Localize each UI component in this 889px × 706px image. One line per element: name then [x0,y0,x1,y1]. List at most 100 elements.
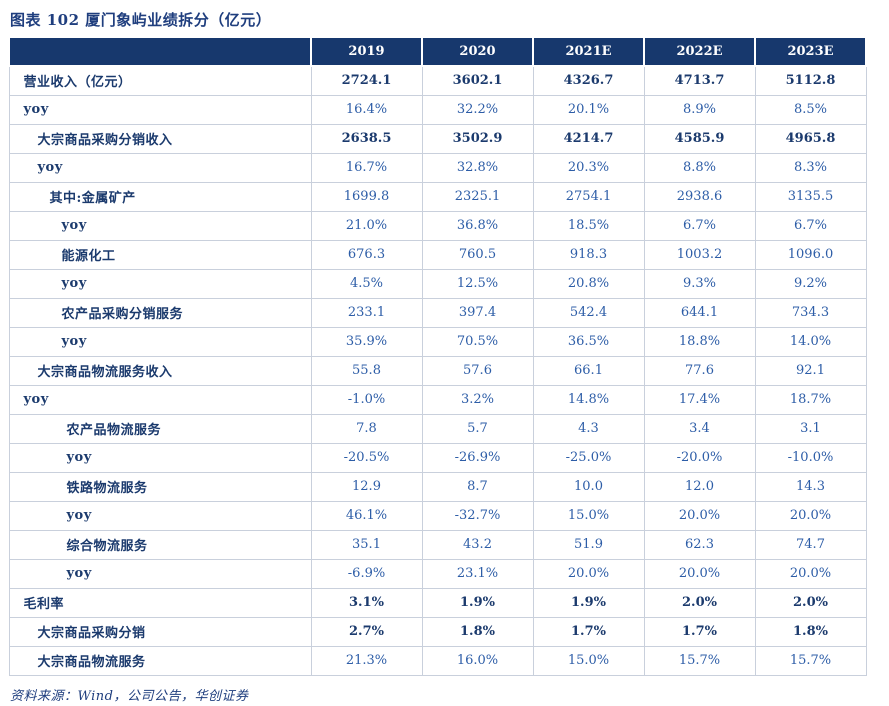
row-label: yoy [8,210,312,241]
table-row: 能源化工 676.3 760.5 918.3 1003.2 1096.0 [8,239,867,270]
value-cell: 55.8 [310,355,423,386]
value-cell: -32.7% [421,500,534,531]
value-cell: 43.2 [421,529,534,560]
row-label: yoy [8,94,312,125]
value-cell: 17.4% [643,384,756,415]
table-row: 综合物流服务 35.1 43.2 51.9 62.3 74.7 [8,529,867,560]
value-cell: 4326.7 [532,65,645,96]
value-cell: 16.4% [310,94,423,125]
row-label: 综合物流服务 [8,529,312,560]
value-cell: -25.0% [532,442,645,473]
table-row: yoy 16.4% 32.2% 20.1% 8.9% 8.5% [8,94,867,125]
value-cell: 14.3 [754,471,867,502]
header-label-cell [8,36,312,67]
value-cell: 644.1 [643,297,756,328]
value-cell: 12.5% [421,268,534,299]
value-cell: 542.4 [532,297,645,328]
value-cell: 20.0% [754,558,867,589]
value-cell: 676.3 [310,239,423,270]
value-cell: 12.0 [643,471,756,502]
value-cell: 4.5% [310,268,423,299]
value-cell: 8.3% [754,152,867,183]
value-cell: 2754.1 [532,181,645,212]
row-label: 大宗商品物流服务 [8,645,312,676]
value-cell: 8.9% [643,94,756,125]
value-cell: 77.6 [643,355,756,386]
row-label: 大宗商品采购分销 [8,616,312,647]
value-cell: 1003.2 [643,239,756,270]
value-cell: 51.9 [532,529,645,560]
value-cell: 2.0% [643,587,756,618]
value-cell: -1.0% [310,384,423,415]
row-label: 能源化工 [8,239,312,270]
value-cell: 21.3% [310,645,423,676]
value-cell: 62.3 [643,529,756,560]
value-cell: 4713.7 [643,65,756,96]
row-label: yoy [8,384,312,415]
table-row: yoy -20.5% -26.9% -25.0% -20.0% -10.0% [8,442,867,473]
value-cell: 8.8% [643,152,756,183]
table-row: 农产品物流服务 7.8 5.7 4.3 3.4 3.1 [8,413,867,444]
value-cell: 10.0 [532,471,645,502]
table-row: 其中:金属矿产 1699.8 2325.1 2754.1 2938.6 3135.5 [8,181,867,212]
value-cell: 20.3% [532,152,645,183]
row-label: yoy [8,500,312,531]
table-row: 大宗商品物流服务收入 55.8 57.6 66.1 77.6 92.1 [8,355,867,386]
row-label: yoy [8,152,312,183]
value-cell: 5.7 [421,413,534,444]
value-cell: 2938.6 [643,181,756,212]
value-cell: 20.0% [532,558,645,589]
value-cell: 57.6 [421,355,534,386]
value-cell: 2638.5 [310,123,423,154]
row-label: yoy [8,326,312,357]
value-cell: 15.7% [754,645,867,676]
value-cell: 1.8% [754,616,867,647]
value-cell: 35.1 [310,529,423,560]
value-cell: 3.1 [754,413,867,444]
value-cell: 35.9% [310,326,423,357]
table-row: yoy 4.5% 12.5% 20.8% 9.3% 9.2% [8,268,867,299]
value-cell: 23.1% [421,558,534,589]
value-cell: 4965.8 [754,123,867,154]
header-year-2021E: 2021E [532,36,645,67]
table-row: yoy 21.0% 36.8% 18.5% 6.7% 6.7% [8,210,867,241]
value-cell: 18.7% [754,384,867,415]
table-body: 营业收入（亿元） 2724.1 3602.1 4326.7 4713.7 5112.8 yo… [8,65,867,676]
value-cell: -10.0% [754,442,867,473]
value-cell: 32.2% [421,94,534,125]
row-label: 农产品采购分销服务 [8,297,312,328]
value-cell: 70.5% [421,326,534,357]
row-label: 毛利率 [8,587,312,618]
value-cell: -26.9% [421,442,534,473]
value-cell: 18.5% [532,210,645,241]
value-cell: 15.0% [532,645,645,676]
value-cell: 397.4 [421,297,534,328]
value-cell: 7.8 [310,413,423,444]
table-row: 铁路物流服务 12.9 8.7 10.0 12.0 14.3 [8,471,867,502]
table-row: 营业收入（亿元） 2724.1 3602.1 4326.7 4713.7 5112.8 [8,65,867,96]
table-row: yoy 16.7% 32.8% 20.3% 8.8% 8.3% [8,152,867,183]
value-cell: 918.3 [532,239,645,270]
value-cell: 734.3 [754,297,867,328]
value-cell: -20.0% [643,442,756,473]
row-label: 农产品物流服务 [8,413,312,444]
value-cell: -6.9% [310,558,423,589]
value-cell: 18.8% [643,326,756,357]
value-cell: 1.9% [421,587,534,618]
value-cell: 6.7% [643,210,756,241]
source-note: 资料来源：Wind，公司公告，华创证券 [10,688,249,704]
header-year-2019: 2019 [310,36,423,67]
value-cell: 233.1 [310,297,423,328]
value-cell: 20.0% [643,500,756,531]
value-cell: 66.1 [532,355,645,386]
value-cell: 3602.1 [421,65,534,96]
value-cell: 74.7 [754,529,867,560]
value-cell: 20.0% [754,500,867,531]
value-cell: 2325.1 [421,181,534,212]
figure-title: 图表 102 厦门象屿业绩拆分（亿元） [10,11,272,29]
table-row: yoy -1.0% 3.2% 14.8% 17.4% 18.7% [8,384,867,415]
table-row: yoy 46.1% -32.7% 15.0% 20.0% 20.0% [8,500,867,531]
row-label: 大宗商品物流服务收入 [8,355,312,386]
value-cell: 36.8% [421,210,534,241]
